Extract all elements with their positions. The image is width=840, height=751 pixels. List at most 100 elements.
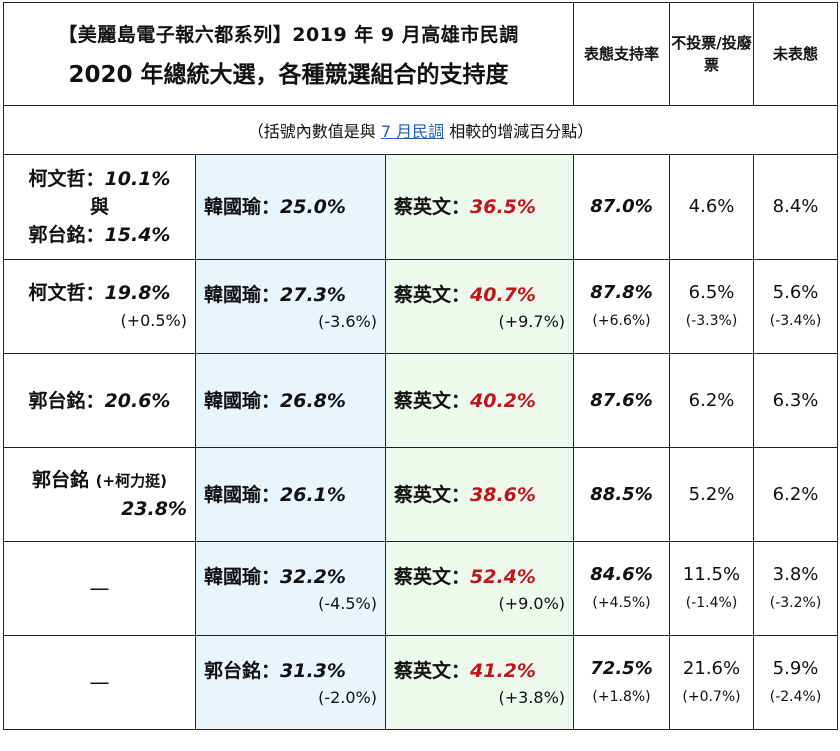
candidate-name: 蔡英文：	[394, 565, 471, 588]
support-rate: 84.6% (+4.5%)	[573, 541, 671, 636]
dpp-cell: 蔡英文：41.2% (+3.8%)	[384, 635, 575, 730]
candidate-name: 蔡英文：	[394, 659, 471, 682]
candidate-pct: 40.2%	[470, 389, 536, 412]
header-row: 【美麗島電子報六都系列】2019 年 9 月高雄市民調 2020 年總統大選，各…	[2, 2, 839, 106]
change-value: (+4.5%)	[592, 594, 651, 611]
change-value: (-3.6%)	[318, 311, 377, 331]
header-novote: 不投票/投廢票	[669, 2, 755, 106]
candidate-name: 韓國瑜：	[204, 389, 281, 412]
candidate-name: 蔡英文：	[394, 283, 471, 306]
undecided-rate: 6.2%	[753, 447, 839, 542]
candidate-pct: 52.4%	[470, 565, 536, 588]
kmt-cell: 韓國瑜：26.1%	[195, 447, 386, 542]
third-party-cell: —	[3, 541, 196, 636]
header-support: 表態支持率	[573, 2, 671, 106]
support-rate: 87.8% (+6.6%)	[573, 259, 671, 354]
change-value: (+9.0%)	[498, 593, 566, 613]
july-poll-link[interactable]: 7 月民調	[380, 122, 445, 141]
novote-rate: 6.5% (-3.3%)	[669, 259, 755, 354]
third-party-cell: 郭台銘：20.6%	[3, 353, 196, 448]
support-rate: 87.6%	[573, 353, 671, 448]
undecided-rate: 6.3%	[753, 353, 839, 448]
candidate-name: 郭台銘：	[28, 389, 105, 412]
support-rate: 87.0%	[573, 154, 671, 260]
support-value: 87.8%	[590, 281, 653, 303]
novote-value: 6.5%	[688, 281, 735, 303]
candidate-pct: 25.0%	[280, 196, 346, 218]
table-row: 柯文哲：19.8% (+0.5%) 韓國瑜：27.3% (-3.6%) 蔡英文：…	[3, 259, 839, 354]
candidate-name: 韓國瑜：	[204, 483, 281, 506]
empty-dash: —	[89, 576, 110, 600]
change-value: (-3.3%)	[685, 312, 738, 329]
title-line-2: 2020 年總統大選，各種競選組合的支持度	[68, 61, 509, 88]
candidate-name: 郭台銘：	[28, 224, 105, 246]
novote-rate: 6.2%	[669, 353, 755, 448]
table-row: 柯文哲：10.1% 與 郭台銘：15.4% 韓國瑜：25.0% 蔡英文：36.5…	[3, 154, 839, 260]
undecided-value: 3.8%	[772, 563, 819, 585]
change-value: (-3.2%)	[769, 594, 822, 611]
dpp-cell: 蔡英文：36.5%	[384, 154, 575, 260]
candidate-pct: 40.7%	[470, 283, 536, 306]
candidate-pct: 23.8%	[121, 498, 187, 520]
novote-rate: 21.6% (+0.7%)	[669, 635, 755, 730]
candidate-name: 韓國瑜：	[204, 196, 281, 218]
candidate-name: 柯文哲：	[28, 281, 105, 304]
candidate-pct: 26.1%	[280, 483, 346, 506]
novote-rate: 4.6%	[669, 154, 755, 260]
dpp-cell: 蔡英文：40.2%	[384, 353, 575, 448]
third-party-cell: —	[3, 635, 196, 730]
candidate-pct: 10.1%	[104, 168, 171, 190]
novote-value: 11.5%	[682, 563, 741, 585]
support-rate: 72.5% (+1.8%)	[573, 635, 671, 730]
candidate-name: 郭台銘	[32, 469, 96, 491]
note-row: （括號內數值是與 7 月民調 相較的增減百分點）	[2, 105, 839, 155]
table-row: 郭台銘：20.6% 韓國瑜：26.8% 蔡英文：40.2% 87.6% 6.2%…	[3, 353, 839, 448]
support-rate: 88.5%	[573, 447, 671, 542]
candidate-name: 蔡英文：	[394, 483, 471, 506]
dpp-cell: 蔡英文：40.7% (+9.7%)	[384, 259, 575, 354]
kmt-cell: 韓國瑜：25.0%	[195, 154, 386, 260]
poll-table: 【美麗島電子報六都系列】2019 年 9 月高雄市民調 2020 年總統大選，各…	[2, 2, 839, 730]
change-value: (+6.6%)	[592, 312, 651, 329]
note-prefix: （括號內數值是與	[247, 122, 381, 141]
third-party-cell: 柯文哲：19.8% (+0.5%)	[3, 259, 196, 354]
undecided-value: 5.6%	[772, 281, 819, 303]
title-line-1: 【美麗島電子報六都系列】2019 年 9 月高雄市民調	[58, 23, 519, 46]
candidate-name: 蔡英文：	[394, 389, 471, 412]
table-title: 【美麗島電子報六都系列】2019 年 9 月高雄市民調 2020 年總統大選，各…	[2, 2, 575, 106]
candidate-name: 蔡英文：	[394, 196, 471, 218]
note-suffix: 相較的增減百分點）	[444, 122, 594, 141]
change-value: (-2.0%)	[318, 687, 377, 707]
change-value: (+9.7%)	[498, 311, 566, 331]
change-value: (-3.4%)	[769, 312, 822, 329]
dpp-cell: 蔡英文：38.6%	[384, 447, 575, 542]
table-row: — 郭台銘：31.3% (-2.0%) 蔡英文：41.2% (+3.8%) 72…	[3, 635, 839, 730]
header-undecided: 未表態	[753, 2, 839, 106]
support-value: 84.6%	[590, 563, 653, 585]
empty-dash: —	[89, 670, 110, 694]
change-value: (+0.5%)	[120, 310, 187, 330]
candidate-pct: 32.2%	[280, 565, 346, 588]
table-row: 郭台銘 (+柯力挺) 23.8% 韓國瑜：26.1% 蔡英文：38.6% 88.…	[3, 447, 839, 542]
change-value: (-4.5%)	[318, 593, 377, 613]
change-value: (+0.7%)	[682, 688, 741, 705]
candidate-pct: 20.6%	[104, 389, 171, 412]
change-value: (-1.4%)	[685, 594, 738, 611]
change-value: (+1.8%)	[592, 688, 651, 705]
dpp-cell: 蔡英文：52.4% (+9.0%)	[384, 541, 575, 636]
novote-rate: 11.5% (-1.4%)	[669, 541, 755, 636]
candidate-pct: 31.3%	[280, 659, 346, 682]
kmt-cell: 韓國瑜：32.2% (-4.5%)	[195, 541, 386, 636]
undecided-value: 5.9%	[772, 657, 819, 679]
kmt-cell: 韓國瑜：27.3% (-3.6%)	[195, 259, 386, 354]
kmt-cell: 韓國瑜：26.8%	[195, 353, 386, 448]
third-party-cell: 郭台銘 (+柯力挺) 23.8%	[3, 447, 196, 542]
table-note: （括號內數值是與 7 月民調 相較的增減百分點）	[2, 105, 839, 155]
undecided-rate: 8.4%	[753, 154, 839, 260]
candidate-pct: 38.6%	[470, 483, 536, 506]
undecided-rate: 5.6% (-3.4%)	[753, 259, 839, 354]
candidate-name: 韓國瑜：	[204, 565, 281, 588]
kmt-cell: 郭台銘：31.3% (-2.0%)	[195, 635, 386, 730]
candidate-pct: 41.2%	[470, 659, 536, 682]
third-party-cell: 柯文哲：10.1% 與 郭台銘：15.4%	[3, 154, 196, 260]
